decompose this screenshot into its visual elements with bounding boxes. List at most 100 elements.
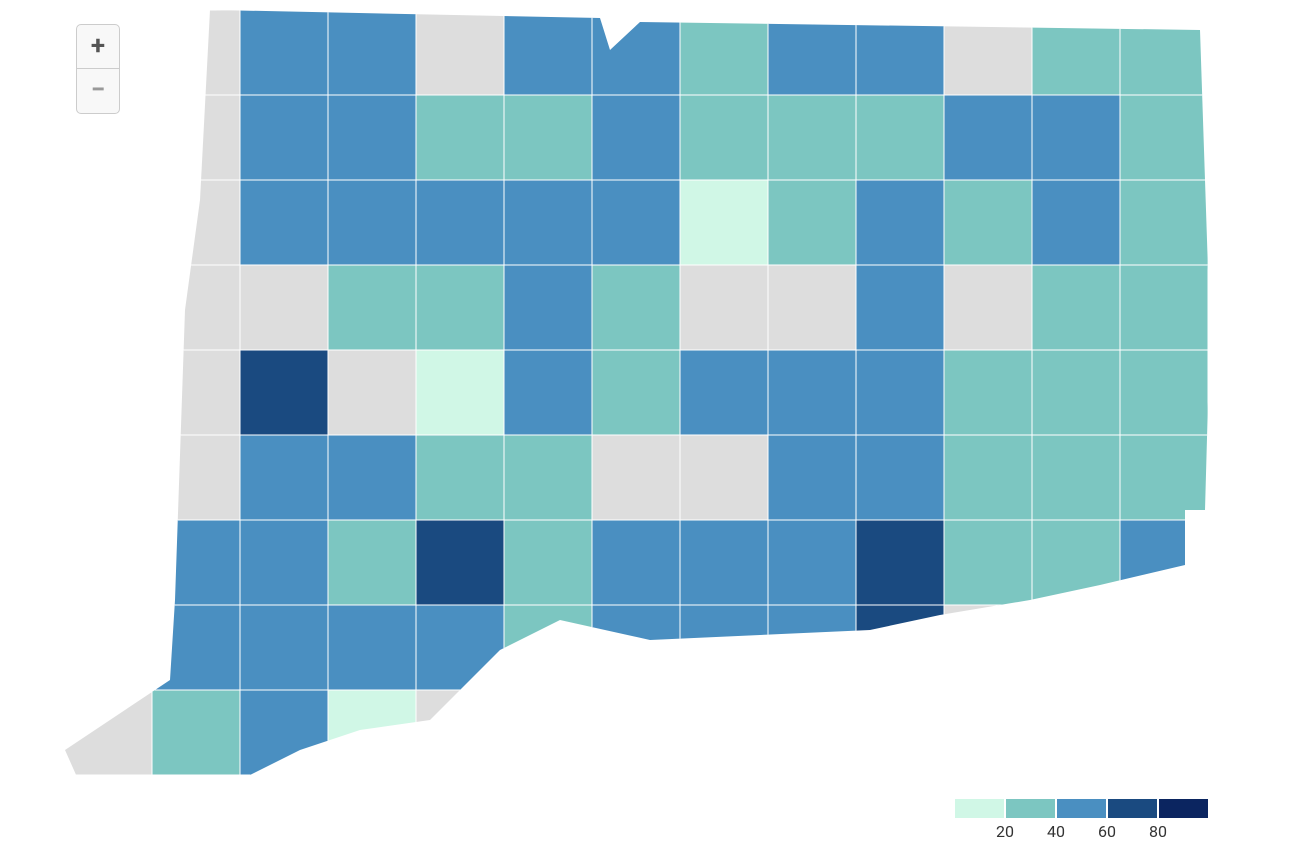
legend-swatch bbox=[1057, 799, 1106, 818]
town bbox=[855, 519, 945, 606]
town bbox=[1031, 94, 1121, 181]
town bbox=[65, 179, 153, 266]
town bbox=[1031, 604, 1121, 691]
town bbox=[415, 10, 505, 96]
legend-label: 80 bbox=[1149, 822, 1167, 841]
town bbox=[239, 264, 329, 351]
town bbox=[767, 264, 857, 351]
legend-swatch bbox=[1159, 799, 1208, 818]
town bbox=[415, 689, 505, 776]
town bbox=[943, 10, 1033, 96]
zoom-control: + − bbox=[76, 24, 120, 114]
legend-swatch bbox=[1006, 799, 1055, 818]
town bbox=[65, 349, 153, 436]
town bbox=[1031, 689, 1121, 776]
town bbox=[151, 94, 241, 181]
town bbox=[415, 264, 505, 351]
town bbox=[327, 519, 417, 606]
town bbox=[855, 264, 945, 351]
town bbox=[239, 689, 329, 776]
town bbox=[415, 179, 505, 266]
legend-label: 20 bbox=[996, 822, 1014, 841]
town bbox=[415, 94, 505, 181]
town bbox=[679, 519, 769, 606]
town bbox=[151, 264, 241, 351]
town bbox=[327, 689, 417, 776]
town bbox=[151, 434, 241, 521]
town bbox=[65, 434, 153, 521]
zoom-out[interactable]: − bbox=[77, 68, 119, 112]
town bbox=[767, 434, 857, 521]
town bbox=[943, 689, 1033, 776]
town bbox=[591, 179, 681, 266]
town bbox=[943, 349, 1033, 436]
town bbox=[239, 179, 329, 266]
town bbox=[943, 264, 1033, 351]
town bbox=[503, 179, 593, 266]
legend: 20 40 60 80 bbox=[955, 799, 1208, 841]
town bbox=[151, 10, 241, 96]
town bbox=[327, 434, 417, 521]
town bbox=[943, 434, 1033, 521]
town bbox=[415, 604, 505, 691]
town bbox=[1119, 604, 1209, 691]
town bbox=[1119, 179, 1209, 266]
town bbox=[1119, 434, 1209, 521]
town bbox=[943, 179, 1033, 266]
town bbox=[503, 264, 593, 351]
town bbox=[65, 264, 153, 351]
town bbox=[1119, 10, 1209, 96]
town bbox=[1119, 349, 1209, 436]
town bbox=[1119, 94, 1209, 181]
town bbox=[239, 94, 329, 181]
town bbox=[679, 689, 769, 776]
town bbox=[65, 689, 153, 776]
legend-label: 60 bbox=[1098, 822, 1116, 841]
town bbox=[327, 179, 417, 266]
town bbox=[767, 10, 857, 96]
legend-swatch bbox=[1108, 799, 1157, 818]
town bbox=[503, 94, 593, 181]
town bbox=[415, 519, 505, 606]
town bbox=[767, 94, 857, 181]
town bbox=[855, 10, 945, 96]
town bbox=[679, 264, 769, 351]
zoom-in[interactable]: + bbox=[90, 31, 106, 61]
town bbox=[327, 94, 417, 181]
town bbox=[591, 604, 681, 691]
town bbox=[327, 10, 417, 96]
town bbox=[1031, 434, 1121, 521]
town bbox=[679, 434, 769, 521]
town bbox=[1119, 689, 1209, 776]
town bbox=[503, 434, 593, 521]
town bbox=[503, 349, 593, 436]
town bbox=[767, 349, 857, 436]
town bbox=[679, 349, 769, 436]
legend-label: 40 bbox=[1047, 822, 1065, 841]
town bbox=[591, 94, 681, 181]
town bbox=[679, 10, 769, 96]
town bbox=[591, 264, 681, 351]
town bbox=[65, 604, 153, 691]
town bbox=[151, 179, 241, 266]
town bbox=[1031, 179, 1121, 266]
town bbox=[855, 349, 945, 436]
town bbox=[591, 689, 681, 776]
regions bbox=[65, 10, 1209, 776]
town bbox=[679, 604, 769, 691]
town bbox=[327, 264, 417, 351]
town bbox=[591, 349, 681, 436]
town bbox=[503, 689, 593, 776]
town bbox=[855, 689, 945, 776]
town bbox=[679, 179, 769, 266]
legend-swatch bbox=[955, 799, 1004, 818]
town bbox=[239, 10, 329, 96]
town bbox=[1031, 519, 1121, 606]
town bbox=[151, 519, 241, 606]
town bbox=[503, 10, 593, 96]
town bbox=[415, 349, 505, 436]
town bbox=[943, 94, 1033, 181]
town bbox=[591, 10, 681, 96]
town bbox=[943, 604, 1033, 691]
